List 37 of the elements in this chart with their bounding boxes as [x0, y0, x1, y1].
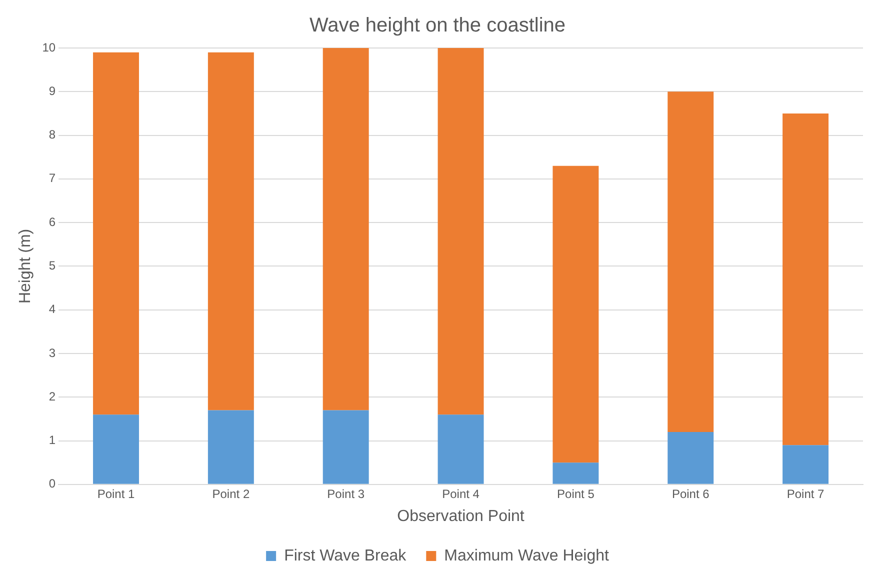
legend-label: First Wave Break — [284, 547, 408, 564]
y-axis-title: Height (m) — [17, 228, 34, 304]
x-axis-title: Observation Point — [397, 508, 525, 525]
bar — [668, 432, 714, 484]
bar — [93, 52, 139, 415]
y-tick-label: 6 — [48, 214, 56, 229]
bar — [208, 52, 254, 410]
bar — [782, 113, 829, 446]
y-tick-label: 8 — [48, 128, 56, 142]
bar — [322, 48, 369, 410]
bar — [438, 48, 484, 415]
y-tick-label: 0 — [48, 476, 56, 491]
bar — [322, 410, 369, 484]
x-tick-label: Point 3 — [327, 486, 365, 501]
chart-title: Wave height on the coastline — [309, 14, 566, 37]
y-tick-label: 1 — [48, 433, 56, 448]
bar — [93, 414, 139, 484]
y-tick-label: 5 — [48, 258, 56, 273]
x-tick-label: Point 5 — [557, 486, 595, 501]
x-tick-label: Point 4 — [442, 486, 480, 501]
bar — [438, 414, 484, 484]
bar — [552, 462, 599, 484]
x-tick-label: Point 6 — [672, 486, 710, 501]
x-tick-label: Point 7 — [786, 486, 825, 501]
x-tick-label: Point 1 — [97, 486, 136, 501]
legend-label: Maximum Wave Height — [444, 547, 610, 564]
y-tick-label: 10 — [42, 40, 56, 54]
bar — [552, 166, 599, 463]
bar — [208, 410, 254, 484]
x-tick-label: Point 2 — [212, 486, 250, 501]
y-tick-label: 4 — [48, 302, 56, 316]
bar — [782, 445, 829, 484]
bar — [668, 92, 714, 432]
y-tick-label: 9 — [48, 84, 56, 98]
y-tick-label: 7 — [48, 171, 56, 186]
y-tick-label: 2 — [48, 389, 56, 404]
y-tick-label: 3 — [48, 346, 56, 360]
